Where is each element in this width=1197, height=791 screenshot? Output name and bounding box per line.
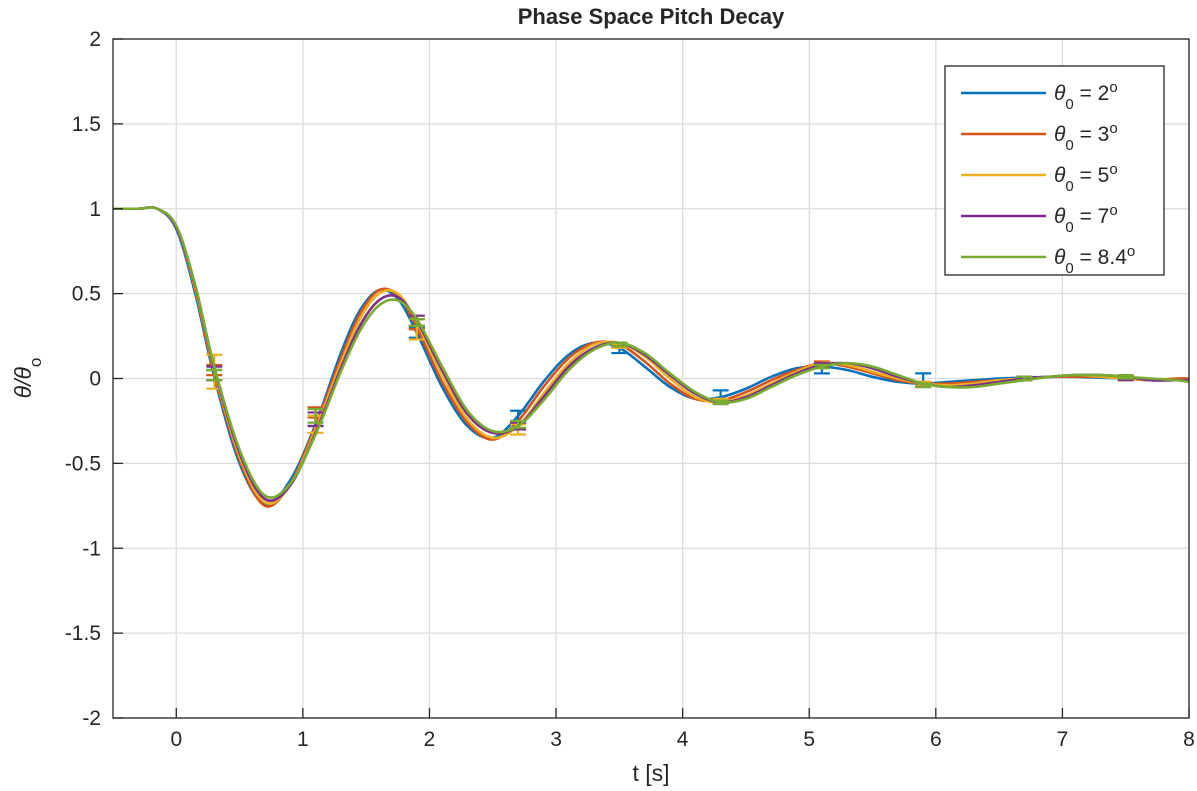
series-layer [112, 205, 1190, 508]
x-tick-label: 5 [803, 728, 815, 751]
x-tick-label: 2 [424, 728, 436, 751]
x-tick-label: 7 [1057, 728, 1069, 751]
ticks: 0 1 2 3 4 5 6 7 8 -2 -1.5 -1 -0.5 0 0.5 1 1.5 2 [65, 28, 1195, 751]
y-tick-label: 1 [89, 198, 101, 221]
y-tick-label: -0.5 [65, 452, 101, 475]
error-bar [1016, 375, 1033, 382]
x-tick-label: 0 [170, 728, 182, 751]
chart-title: Phase Space Pitch Decay [518, 4, 785, 29]
series-line [112, 205, 1189, 506]
legend-item: θ0 = 5o [961, 161, 1118, 195]
x-tick-label: 4 [677, 728, 689, 751]
error-bar [611, 341, 628, 348]
error-bar [712, 399, 729, 406]
y-tick-label: 0 [89, 368, 101, 391]
y-tick-label: 0.5 [72, 283, 101, 306]
y-axis-label-sub: o [26, 358, 45, 367]
y-tick-label: 2 [89, 28, 101, 51]
x-tick-label: 1 [297, 728, 309, 751]
x-tick-label: 3 [550, 728, 562, 751]
error-bar [813, 363, 830, 370]
y-tick-label: -1.5 [65, 622, 101, 645]
legend-label: θ0 = 7o [1054, 202, 1118, 236]
legend: θ0 = 2o θ0 = 3o θ0 = 5o θ0 = 7o θ0 = 8.4o [944, 65, 1165, 277]
series-5 [112, 206, 1190, 499]
y-tick-label: -1 [82, 537, 101, 560]
error-bar [1117, 374, 1134, 380]
x-tick-label: 6 [930, 728, 942, 751]
legend-item: θ0 = 7o [961, 202, 1118, 236]
error-bar [206, 368, 223, 382]
legend-label: θ0 = 8.4o [1054, 243, 1135, 277]
x-tick-label: 8 [1183, 728, 1195, 751]
legend-box [944, 65, 1165, 276]
legend-item: θ0 = 8.4o [961, 243, 1135, 277]
y-axis-label-main: θ/θ [10, 367, 36, 399]
y-axis-label: θ/θo [10, 358, 45, 399]
legend-item: θ0 = 3o [961, 120, 1118, 154]
legend-label: θ0 = 2o [1054, 79, 1118, 113]
x-axis-label: t [s] [632, 760, 669, 786]
y-tick-label: 1.5 [72, 113, 101, 136]
error-bar [307, 407, 324, 424]
error-bar [510, 419, 527, 429]
y-tick-label: -2 [82, 707, 101, 730]
legend-label: θ0 = 3o [1054, 120, 1118, 154]
error-bar [408, 317, 425, 327]
legend-label: θ0 = 5o [1054, 161, 1118, 195]
error-bar [915, 382, 932, 389]
legend-item: θ0 = 2o [961, 79, 1118, 113]
